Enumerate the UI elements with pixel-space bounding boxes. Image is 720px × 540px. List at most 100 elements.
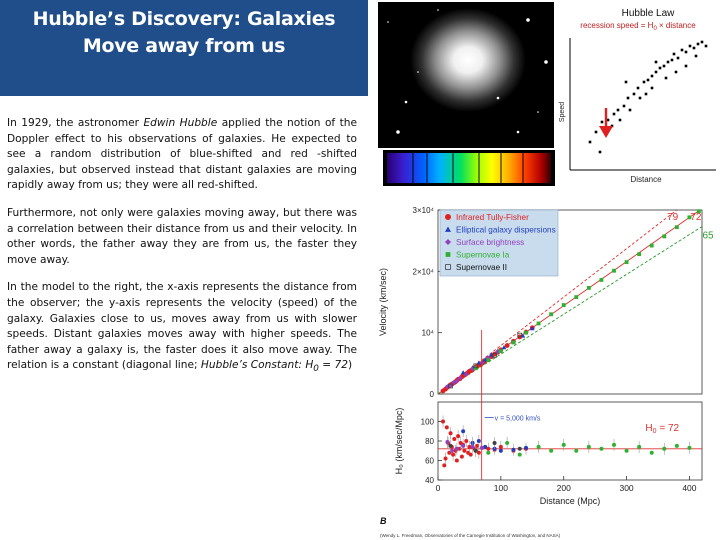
h0-point <box>492 440 497 445</box>
data-point <box>599 278 604 282</box>
inset-dot <box>646 78 650 82</box>
inset-dot <box>622 104 626 108</box>
inset-dot <box>636 86 640 90</box>
x-tick-label: 200 <box>557 483 571 493</box>
h0-point <box>687 445 692 450</box>
paragraph-2: Furthermore, not only were galaxies movi… <box>7 206 357 266</box>
star-dot <box>516 130 520 134</box>
h0-point <box>561 442 566 447</box>
h0-point <box>448 443 453 448</box>
data-point <box>445 226 451 232</box>
h0-point <box>451 452 456 457</box>
inset-dot <box>688 44 692 48</box>
inset-dot <box>680 48 684 52</box>
inset-dot <box>612 112 616 116</box>
h0-point <box>461 443 466 448</box>
inset-dot <box>670 58 674 62</box>
inset-dot <box>692 46 696 50</box>
data-point <box>687 215 692 220</box>
inset-dot <box>684 64 688 68</box>
inset-dot <box>626 96 630 100</box>
bottom-y-tick-label: 60 <box>425 457 434 466</box>
legend-entry: Supernovae Ia <box>456 251 510 260</box>
h0-point <box>461 429 466 434</box>
star-dot <box>396 130 400 134</box>
star-dot <box>537 111 539 113</box>
inset-dot <box>638 96 642 100</box>
data-point <box>445 264 451 270</box>
data-point <box>454 378 460 384</box>
p1-text-c: applied the notion of the Doppler effect… <box>7 117 357 192</box>
star-dot <box>526 18 530 22</box>
data-point <box>674 225 679 230</box>
data-point <box>529 325 535 331</box>
data-point <box>492 353 497 358</box>
p3-constant-sub: 0 <box>313 364 319 375</box>
h0-point <box>511 447 516 452</box>
h0-point <box>662 446 667 451</box>
legend-entry: Infrared Tully-Fisher <box>456 213 529 222</box>
h0-point <box>448 431 453 436</box>
data-point <box>624 260 629 265</box>
data-point <box>495 349 501 355</box>
data-point <box>473 363 479 369</box>
h0-point <box>476 439 481 443</box>
p3-text-a: In the model to the right, the x-axis re… <box>7 281 357 372</box>
fit-label-72: 72 <box>690 212 702 223</box>
slide-title: Hubble’s Discovery: Galaxies Move away f… <box>0 6 368 60</box>
x-tick-label: 300 <box>619 483 633 493</box>
inset-dot <box>654 60 658 64</box>
data-point <box>501 344 507 350</box>
h0-point <box>441 419 446 424</box>
h0-point <box>483 444 488 449</box>
v5000-annotation: v = 5,000 km/s <box>495 416 541 423</box>
data-point <box>524 330 528 335</box>
h0-point <box>674 443 679 448</box>
legend-box <box>439 209 559 277</box>
inset-dot <box>676 56 680 60</box>
inset-dot <box>700 40 704 44</box>
h0-point <box>486 450 491 455</box>
h0-point <box>480 445 484 450</box>
body-text: In 1929, the astronomer Edwin Hubble app… <box>7 116 357 390</box>
inset-dot <box>606 118 610 122</box>
legend-entry: Supernovae II <box>456 263 507 272</box>
h0-point <box>476 450 481 455</box>
data-point <box>637 252 642 257</box>
data-point <box>463 371 469 377</box>
p1-name-italic: Edwin Hubble <box>143 117 218 129</box>
data-point <box>574 295 579 300</box>
bottom-ylabel: H₀ (km/sec/Mpc) <box>394 408 404 475</box>
title-line-1: Hubble’s Discovery: Galaxies <box>32 8 336 30</box>
fit-label-65: 65 <box>702 231 714 242</box>
inset-dot <box>600 120 604 124</box>
galaxy-photo <box>378 2 554 148</box>
h0-point <box>649 450 654 455</box>
data-point <box>486 358 491 363</box>
h0-point <box>454 446 459 451</box>
data-point <box>498 349 503 353</box>
bottom-y-tick-label: 40 <box>425 476 434 485</box>
p3-constant-italic: Hubble’s Constant: H0 = 72 <box>201 359 348 375</box>
data-point <box>517 332 523 338</box>
data-point <box>511 340 516 345</box>
title-bar <box>0 0 368 96</box>
h0-point <box>443 456 448 461</box>
x-tick-label: 100 <box>494 483 508 493</box>
data-point <box>549 312 554 317</box>
data-point <box>445 214 451 220</box>
h0-point <box>444 425 449 430</box>
inset-dot <box>616 108 620 112</box>
inset-dot <box>650 74 654 78</box>
inset-dot <box>658 66 662 70</box>
data-point <box>536 321 541 326</box>
h0-point <box>517 446 522 451</box>
credit-text: (Wendy L. Freedman, Observatories of the… <box>380 533 561 538</box>
h0-point <box>624 448 629 453</box>
paragraph-1: In 1929, the astronomer Edwin Hubble app… <box>7 116 357 194</box>
h0-point <box>459 454 464 459</box>
top-y-tick-label: 2×10⁴ <box>413 267 435 276</box>
inset-dots <box>588 40 708 154</box>
